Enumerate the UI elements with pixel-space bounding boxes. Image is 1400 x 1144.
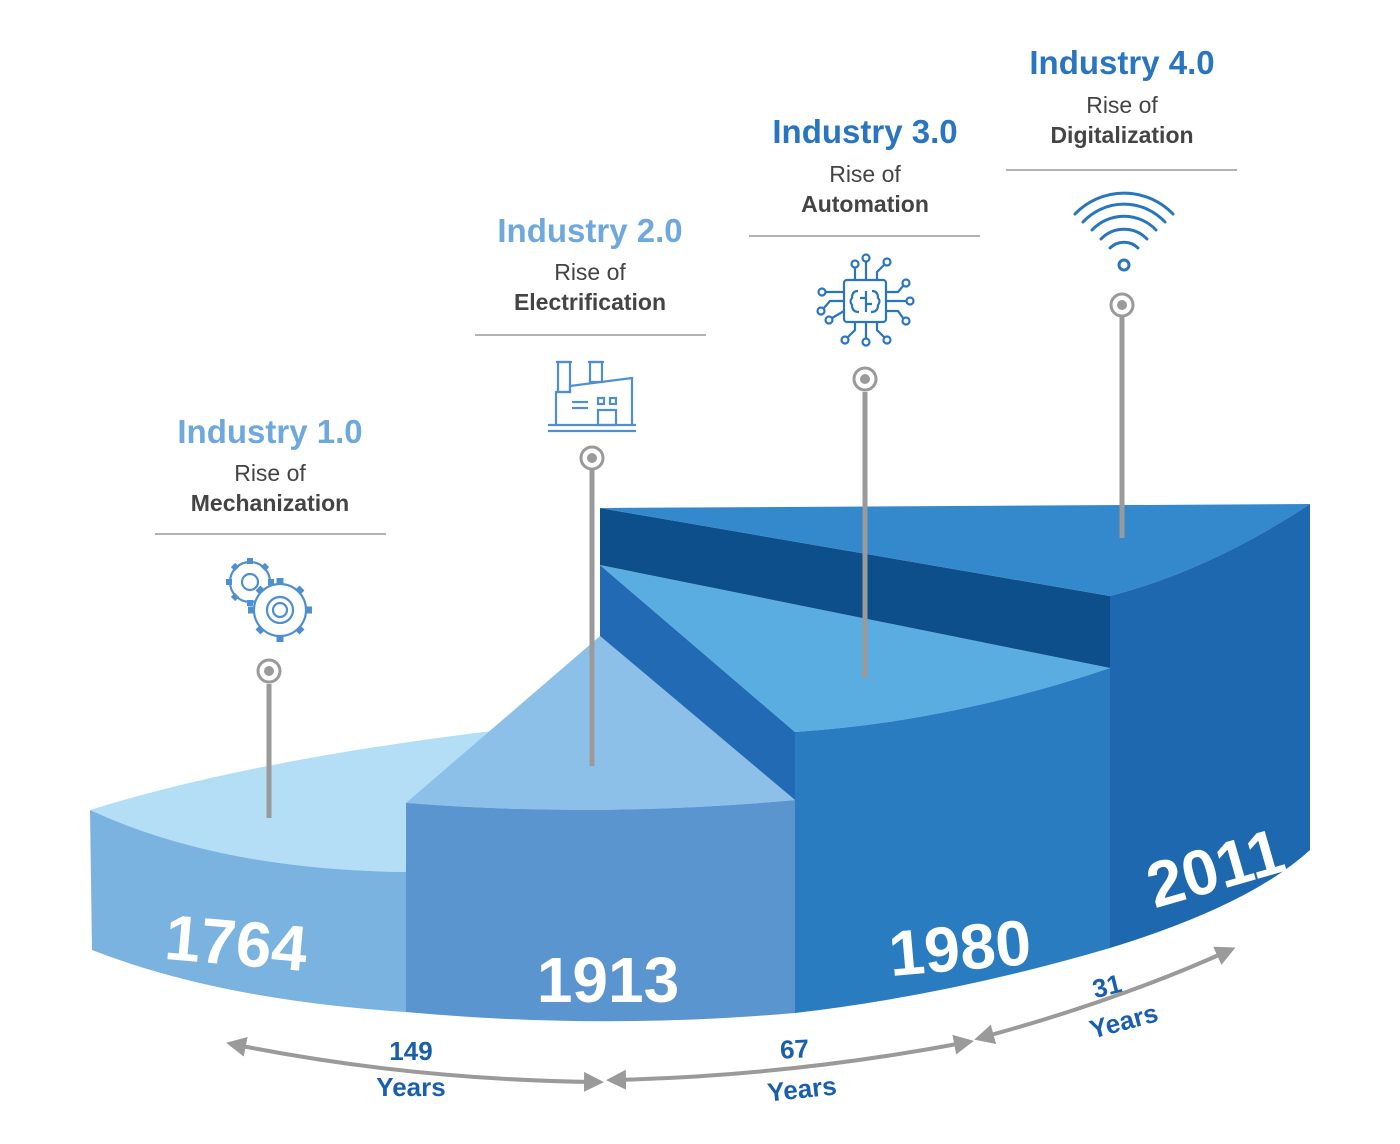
stage-3-focus: Automation xyxy=(801,191,929,217)
pin-4 xyxy=(1109,292,1135,538)
stage-3-label: Industry 3.0 Rise of Automation xyxy=(749,113,980,237)
span-2-unit: Years xyxy=(766,1070,838,1107)
factory-icon xyxy=(548,360,636,433)
step-3-side xyxy=(600,565,795,800)
step-1-top xyxy=(90,730,500,872)
year-label-1913: 1913 xyxy=(537,944,679,1016)
step-4-block xyxy=(600,504,1310,948)
year-label-1764: 1764 xyxy=(162,901,311,985)
step-3-front xyxy=(795,668,1110,1013)
stage-1-label: Industry 1.0 Rise of Mechanization xyxy=(155,413,386,535)
step-4-front xyxy=(1110,504,1310,948)
wifi-icon xyxy=(1073,191,1175,272)
pin-2 xyxy=(579,445,605,766)
stage-4-title: Industry 4.0 xyxy=(1029,44,1214,81)
span-arrow-2 xyxy=(606,1034,974,1090)
step-2-top xyxy=(406,636,795,810)
stage-3-rise: Rise of xyxy=(829,161,901,187)
stage-2-title: Industry 2.0 xyxy=(497,212,682,249)
span-1-number: 149 xyxy=(389,1036,432,1066)
stage-1-title: Industry 1.0 xyxy=(177,413,362,450)
stage-2-rise: Rise of xyxy=(554,259,626,285)
year-label-1980: 1980 xyxy=(886,906,1034,990)
stage-3-title: Industry 3.0 xyxy=(772,113,957,150)
brain-chip-icon xyxy=(816,253,915,347)
stage-4-rise: Rise of xyxy=(1086,92,1158,118)
stage-1-focus: Mechanization xyxy=(191,490,349,516)
span-3-number: 31 xyxy=(1089,968,1124,1004)
step-2-front xyxy=(406,800,795,1022)
step-4-riser xyxy=(600,508,1110,668)
stage-1-rise: Rise of xyxy=(234,460,306,486)
pin-3 xyxy=(852,366,878,678)
stage-2-focus: Electrification xyxy=(514,289,666,315)
step-4-top xyxy=(600,504,1310,596)
span-1-unit: Years xyxy=(376,1072,445,1102)
stage-2-label: Industry 2.0 Rise of Electrification xyxy=(475,212,706,336)
stage-4-focus: Digitalization xyxy=(1050,122,1193,148)
step-3-block xyxy=(600,565,1110,1013)
step-2-block xyxy=(406,636,795,1022)
span-2-number: 67 xyxy=(779,1033,809,1064)
span-arrow-3 xyxy=(974,946,1236,1044)
step-1-front xyxy=(90,810,406,1012)
step-1-block xyxy=(90,730,500,1012)
span-3-unit: Years xyxy=(1086,998,1161,1045)
step-3-top xyxy=(600,565,1110,732)
gears-icon xyxy=(226,558,312,642)
span-arrow-1 xyxy=(226,1036,604,1092)
pin-1 xyxy=(256,658,282,818)
stage-4-label: Industry 4.0 Rise of Digitalization xyxy=(1006,44,1237,171)
